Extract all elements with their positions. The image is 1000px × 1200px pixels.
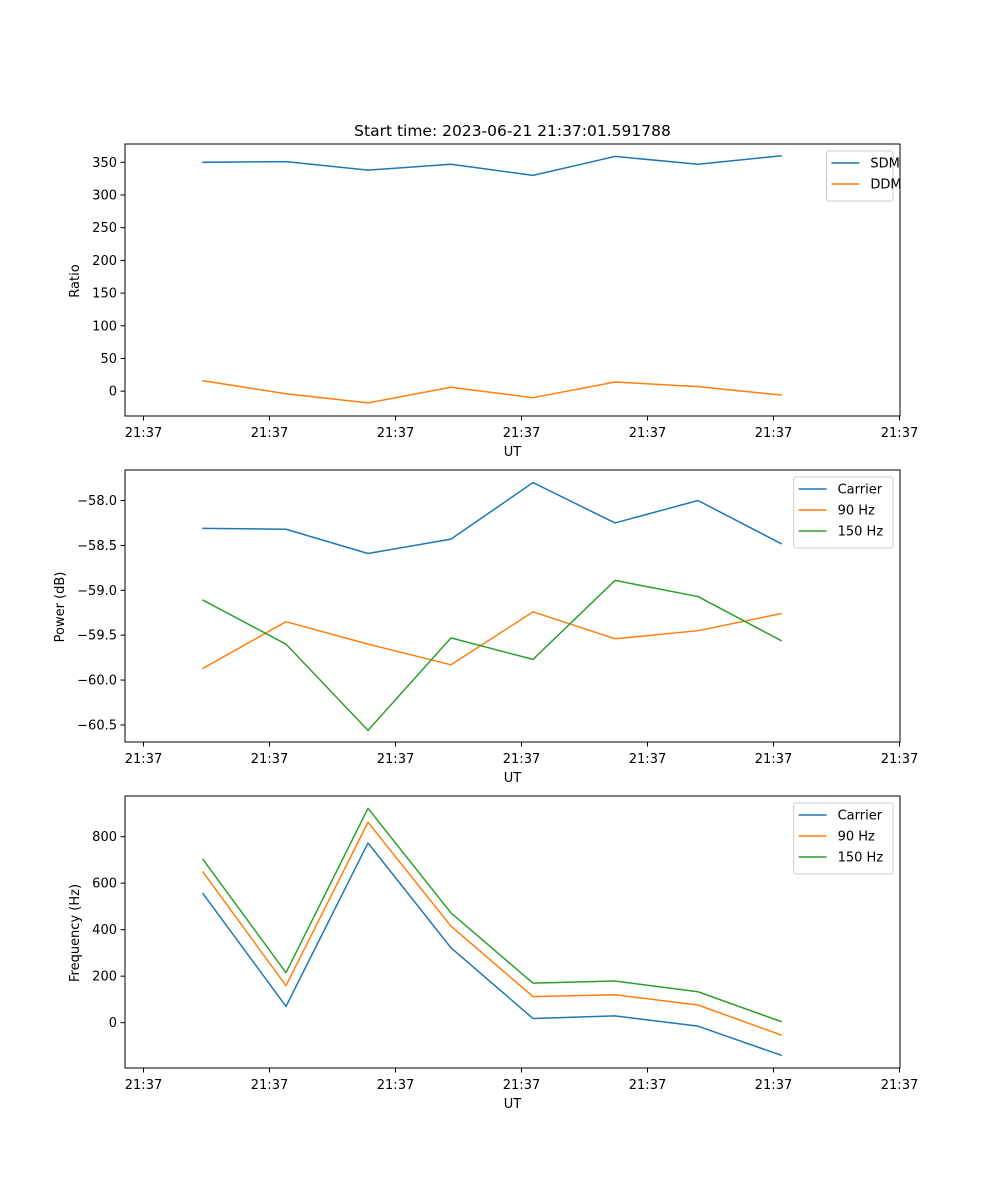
- x-tick-label: 21:37: [125, 426, 162, 441]
- legend-label: SDM: [870, 157, 899, 172]
- x-tick-label: 21:37: [503, 752, 540, 767]
- legend-label: Carrier: [838, 483, 883, 498]
- y-tick-label: 200: [92, 254, 117, 269]
- y-tick-label: 300: [92, 189, 117, 204]
- x-axis-label: UT: [504, 445, 522, 460]
- ratio-subplot: Start time: 2023-06-21 21:37:01.591788 U…: [68, 122, 918, 460]
- y-tick-label: 50: [100, 352, 117, 367]
- series-line: [201, 842, 782, 1057]
- series-line: [201, 611, 782, 670]
- legend-label: 150 Hz: [838, 851, 884, 866]
- axes-frame: [124, 469, 901, 743]
- y-tick-label: 800: [92, 830, 117, 845]
- x-tick-label: 21:37: [251, 752, 288, 767]
- legend-label: DDM: [870, 178, 901, 193]
- y-tick-label: 100: [92, 319, 117, 334]
- x-tick-label: 21:37: [503, 426, 540, 441]
- x-tick-label: 21:37: [377, 1078, 414, 1093]
- x-tick-label: 21:37: [377, 426, 414, 441]
- legend-label: 90 Hz: [838, 830, 875, 845]
- x-tick-label: 21:37: [881, 426, 918, 441]
- x-tick-label: 21:37: [629, 752, 666, 767]
- y-tick-label: 350: [92, 156, 117, 171]
- series-line: [201, 821, 782, 1036]
- series-line: [201, 807, 782, 1023]
- legend-label: 150 Hz: [838, 525, 884, 540]
- axes-frame: [124, 143, 901, 417]
- series-line: [202, 481, 783, 555]
- y-tick-label: −59.0: [77, 584, 117, 599]
- legend-label: 90 Hz: [838, 504, 875, 519]
- x-axis-label: UT: [504, 1097, 522, 1112]
- y-tick-label: −58.5: [77, 539, 117, 554]
- frequency-subplot: UT Frequency (Hz) 21:37 21:37 21:37 21:37 21…: [68, 795, 918, 1112]
- power-subplot: UT Power (dB) 21:37 21:37 21:37 21:37 21:37 2…: [53, 469, 918, 786]
- y-tick-label: 0: [109, 1016, 117, 1031]
- y-tick-label: 0: [109, 385, 117, 400]
- x-tick-label: 21:37: [881, 1078, 918, 1093]
- y-tick-label: −60.0: [77, 674, 117, 689]
- x-tick-label: 21:37: [755, 1078, 792, 1093]
- series-line: [202, 379, 782, 404]
- x-tick-label: 21:37: [629, 426, 666, 441]
- x-tick-label: 21:37: [125, 1078, 162, 1093]
- x-tick-label: 21:37: [755, 752, 792, 767]
- x-axis-label: UT: [504, 771, 522, 786]
- y-tick-label: −59.5: [77, 629, 117, 644]
- x-tick-label: 21:37: [503, 1078, 540, 1093]
- y-tick-label: −60.5: [77, 718, 117, 733]
- x-tick-label: 21:37: [377, 752, 414, 767]
- legend-label: Carrier: [838, 809, 883, 824]
- x-tick-label: 21:37: [881, 752, 918, 767]
- y-axis-label: Ratio: [68, 264, 83, 297]
- series-line: [201, 579, 783, 732]
- y-tick-label: 150: [92, 287, 117, 302]
- x-tick-label: 21:37: [629, 1078, 666, 1093]
- y-axis-label: Power (dB): [53, 572, 68, 643]
- y-tick-label: 200: [92, 970, 117, 985]
- y-axis-label: Frequency (Hz): [68, 884, 83, 982]
- y-tick-label: 600: [92, 877, 117, 892]
- y-tick-label: 400: [92, 923, 117, 938]
- y-tick-label: −58.0: [77, 494, 117, 509]
- x-tick-label: 21:37: [755, 426, 792, 441]
- y-tick-label: 250: [92, 221, 117, 236]
- x-tick-label: 21:37: [125, 752, 162, 767]
- x-tick-label: 21:37: [251, 426, 288, 441]
- series-line: [202, 154, 782, 177]
- x-tick-label: 21:37: [251, 1078, 288, 1093]
- chart-title: Start time: 2023-06-21 21:37:01.591788: [354, 122, 671, 140]
- axes-frame: [124, 795, 901, 1069]
